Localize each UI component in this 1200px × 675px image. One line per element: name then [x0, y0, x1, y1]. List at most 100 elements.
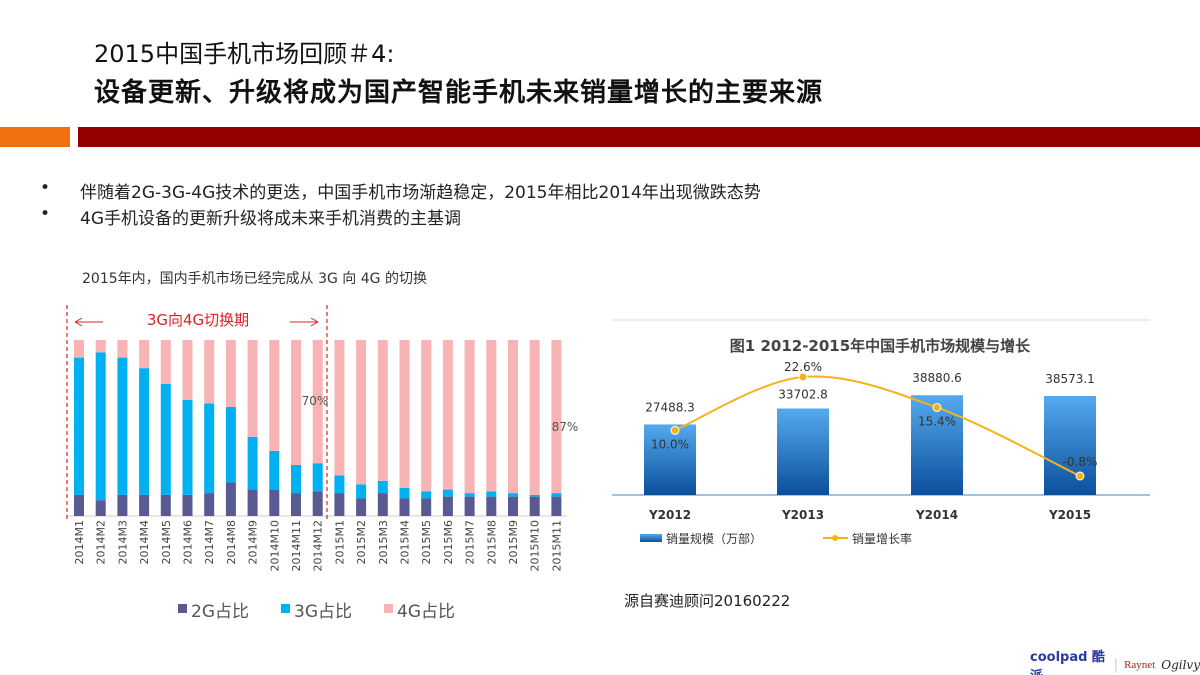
legend-label: 销量增长率 — [852, 531, 912, 546]
x-tick-label: 2014M10 — [268, 520, 281, 571]
bar-4g-2015M3 — [377, 340, 388, 481]
bar-3g-2015M8 — [486, 491, 497, 497]
bullet-text: 伴随着2G-3G-4G技术的更迭，中国手机市场渐趋稳定，2015年相比2014年… — [80, 183, 761, 203]
bar-2g-2015M6 — [442, 496, 453, 516]
bar-3g-2015M9 — [508, 493, 518, 497]
bar-4g-2015M9 — [508, 340, 518, 494]
bar-4g-2014M3 — [117, 340, 128, 358]
bar-Y2012 — [644, 424, 696, 495]
bar-3g-2015M3 — [377, 480, 388, 494]
x-tick-label: 2015M8 — [485, 520, 498, 564]
bar-3g-2014M6 — [182, 399, 193, 495]
bar-3g-2014M8 — [225, 406, 236, 483]
bar-2g-2015M11 — [551, 496, 562, 516]
bar-4g-2015M10 — [529, 340, 540, 495]
x-tick-label: 2014M11 — [290, 520, 303, 571]
coolpad-logo: coolpad 酷派 — [1030, 650, 1105, 675]
bar-value-label: 27488.3 — [645, 400, 695, 414]
bullet-item: • 伴随着2G-3G-4G技术的更迭，中国手机市场渐趋稳定，2015年相比2014… — [40, 178, 761, 204]
x-tick-label: 2015M4 — [399, 520, 412, 564]
legend-swatch-bar — [640, 534, 662, 542]
bar-value-label: 33702.8 — [778, 387, 828, 401]
accent-bar-orange — [0, 127, 70, 147]
bar-4g-2014M7 — [204, 340, 215, 404]
bar-4g-2014M4 — [139, 340, 150, 369]
accent-bar-red — [78, 127, 1200, 147]
x-tick-label: 2015M9 — [507, 520, 520, 564]
bar-2g-2014M6 — [182, 494, 193, 516]
bar-4g-2014M9 — [247, 340, 258, 437]
x-tick-label: Y2014 — [915, 508, 958, 522]
bar-2g-2015M9 — [508, 496, 518, 516]
bar-2g-2014M2 — [95, 500, 106, 516]
bar-Y2015 — [1044, 395, 1096, 495]
bullet-icon: • — [40, 178, 51, 198]
bar-3g-2015M4 — [399, 487, 410, 499]
data-label-70: 70% — [302, 394, 329, 408]
bar-4g-2014M2 — [95, 340, 106, 353]
logo: coolpad 酷派 | Raynet Ogilvy — [1030, 646, 1200, 675]
bar-3g-2015M11 — [551, 493, 562, 497]
bar-4g-2015M8 — [486, 340, 497, 492]
legend-label: 2G占比 — [191, 602, 249, 622]
bar-3g-2014M5 — [160, 384, 171, 495]
x-tick-label: 2014M6 — [182, 520, 195, 564]
bar-3g-2014M7 — [204, 403, 215, 494]
bar-3g-2014M10 — [269, 450, 280, 490]
bar-3g-2014M4 — [139, 368, 150, 495]
bar-2g-2015M4 — [399, 498, 410, 516]
bar-2g-2014M11 — [291, 493, 301, 516]
legend-label: 销量规模（万部） — [666, 531, 762, 546]
bar-3g-2015M7 — [464, 493, 475, 497]
x-tick-label: 2014M4 — [138, 520, 151, 564]
bar-4g-2014M6 — [182, 340, 193, 400]
bar-3g-2015M5 — [421, 491, 432, 499]
growth-rate-line — [674, 375, 1081, 477]
bar-3g-2014M12 — [312, 463, 323, 492]
bar-4g-2015M4 — [399, 340, 410, 488]
x-tick-label: 2014M7 — [203, 520, 216, 564]
bar-2g-2014M12 — [312, 491, 323, 516]
bar-2g-2015M5 — [421, 498, 432, 516]
bar-4g-2015M7 — [464, 340, 475, 494]
growth-rate-label: 22.6% — [784, 360, 822, 374]
bar-2g-2014M9 — [247, 489, 258, 516]
growth-rate-label: 10.0% — [651, 437, 689, 451]
legend-label: 4G占比 — [397, 602, 455, 622]
bar-4g-2014M11 — [291, 340, 301, 465]
bar-2g-2014M5 — [160, 494, 171, 516]
bar-4g-2015M1 — [334, 340, 345, 476]
bar-2g-2015M10 — [529, 496, 540, 516]
bar-4g-2015M2 — [356, 340, 367, 485]
bar-3g-2015M10 — [529, 494, 540, 497]
x-tick-label: 2015M1 — [333, 520, 346, 564]
x-tick-label: 2014M3 — [116, 520, 129, 564]
x-tick-label: 2014M1 — [73, 520, 86, 564]
bar-4g-2014M1 — [74, 340, 84, 358]
switch-period-annotation: 3G向4G切换期 — [147, 311, 249, 329]
bar-4g-2014M5 — [160, 340, 171, 384]
growth-rate-point — [670, 425, 680, 435]
x-tick-label: 2014M8 — [225, 520, 238, 564]
bar-Y2013 — [777, 408, 829, 495]
bar-4g-2014M8 — [225, 340, 236, 407]
legend-swatch-point — [832, 535, 838, 541]
bar-3g-2015M2 — [356, 484, 367, 499]
x-tick-label: 2014M12 — [312, 520, 325, 571]
legend-swatch-2 — [384, 604, 393, 613]
growth-rate-point — [798, 372, 808, 382]
bullet-item: • 4G手机设备的更新升级将成未来手机消费的主基调 — [40, 204, 761, 230]
bar-2g-2015M7 — [464, 496, 475, 516]
source-note: 源自赛迪顾问20160222 — [624, 592, 791, 610]
bullet-list: • 伴随着2G-3G-4G技术的更迭，中国手机市场渐趋稳定，2015年相比2014… — [40, 178, 761, 230]
bar-4g-2015M5 — [421, 340, 432, 492]
slide-subtitle: 设备更新、升级将成为国产智能手机未来销量增长的主要来源 — [94, 78, 824, 108]
bar-2g-2014M4 — [139, 494, 150, 516]
x-tick-label: 2015M7 — [464, 520, 477, 564]
arrow-left-icon — [74, 317, 103, 327]
x-tick-label: 2014M2 — [95, 520, 108, 564]
bar-3g-2015M6 — [442, 489, 453, 497]
x-tick-label: Y2012 — [648, 508, 691, 522]
arrow-right-icon — [290, 317, 319, 327]
